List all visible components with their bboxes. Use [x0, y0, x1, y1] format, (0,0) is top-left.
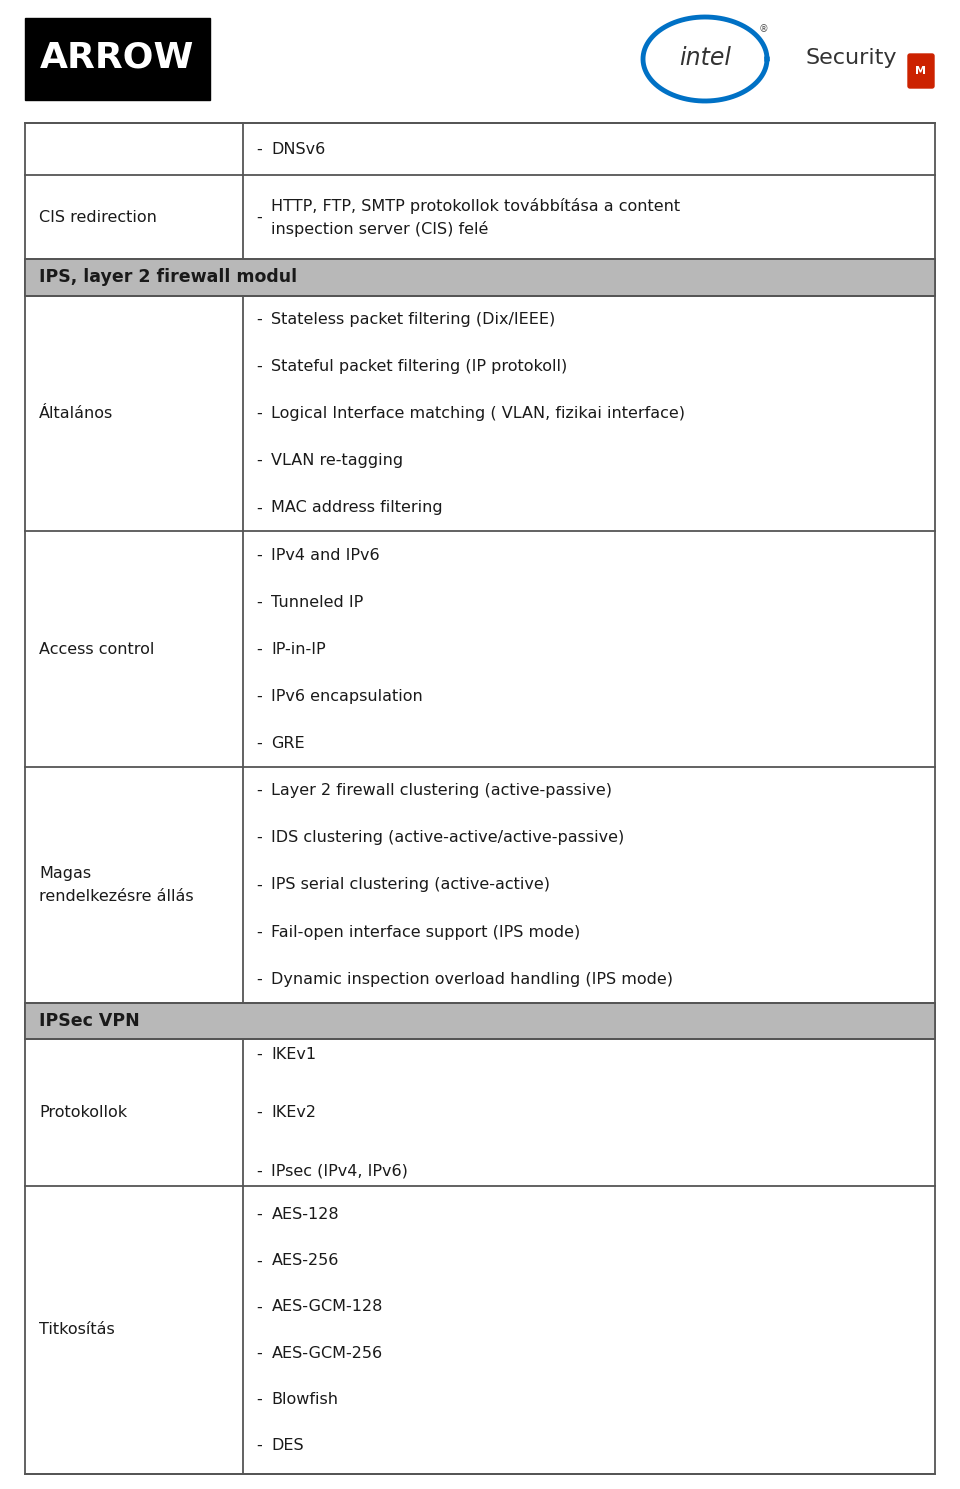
Text: IDS clustering (active-active/active-passive): IDS clustering (active-active/active-pas… [272, 831, 625, 846]
Text: -: - [256, 1164, 262, 1179]
Text: Layer 2 firewall clustering (active-passive): Layer 2 firewall clustering (active-pass… [272, 783, 612, 798]
Text: Logical Interface matching ( VLAN, fizikai interface): Logical Interface matching ( VLAN, fizik… [272, 406, 685, 421]
Text: -: - [256, 311, 262, 328]
Text: DNSv6: DNSv6 [272, 141, 325, 156]
Text: IP-in-IP: IP-in-IP [272, 642, 326, 657]
Text: Stateless packet filtering (Dix/IEEE): Stateless packet filtering (Dix/IEEE) [272, 311, 556, 328]
Text: ARROW: ARROW [40, 40, 195, 74]
Text: AES-GCM-128: AES-GCM-128 [272, 1300, 383, 1315]
Text: -: - [256, 1047, 262, 1062]
Text: ®: ® [758, 24, 768, 34]
Text: AES-128: AES-128 [272, 1208, 339, 1222]
Text: -: - [256, 925, 262, 940]
Text: -: - [256, 877, 262, 892]
Text: M: M [916, 66, 926, 76]
Text: HTTP, FTP, SMTP protokollok továbbítása a content
inspection server (CIS) felé: HTTP, FTP, SMTP protokollok továbbítása … [272, 198, 681, 237]
Text: IKEv2: IKEv2 [272, 1105, 317, 1120]
Text: -: - [256, 1208, 262, 1222]
Text: MAC address filtering: MAC address filtering [272, 500, 443, 515]
Text: -: - [256, 1254, 262, 1269]
Text: -: - [256, 406, 262, 421]
FancyBboxPatch shape [25, 259, 935, 296]
Text: VLAN re-tagging: VLAN re-tagging [272, 453, 403, 468]
Text: Dynamic inspection overload handling (IPS mode): Dynamic inspection overload handling (IP… [272, 972, 673, 987]
FancyBboxPatch shape [25, 18, 210, 100]
Text: IPS, layer 2 firewall modul: IPS, layer 2 firewall modul [39, 268, 298, 286]
Text: -: - [256, 594, 262, 609]
Text: IPS serial clustering (active-active): IPS serial clustering (active-active) [272, 877, 550, 892]
Text: -: - [256, 453, 262, 468]
FancyBboxPatch shape [25, 1002, 935, 1039]
Text: IPv6 encapsulation: IPv6 encapsulation [272, 689, 423, 704]
Text: CIS redirection: CIS redirection [39, 210, 156, 225]
Text: -: - [256, 1105, 262, 1120]
Text: -: - [256, 210, 262, 225]
Text: GRE: GRE [272, 736, 305, 750]
Text: -: - [256, 972, 262, 987]
Text: -: - [256, 359, 262, 374]
Text: Általános: Általános [39, 406, 113, 421]
Text: -: - [256, 1300, 262, 1315]
Text: IPsec (IPv4, IPv6): IPsec (IPv4, IPv6) [272, 1164, 408, 1179]
Text: Stateful packet filtering (IP protokoll): Stateful packet filtering (IP protokoll) [272, 359, 567, 374]
Text: -: - [256, 642, 262, 657]
Text: -: - [256, 736, 262, 750]
Text: Tunneled IP: Tunneled IP [272, 594, 364, 609]
Text: -: - [256, 1392, 262, 1407]
Text: AES-GCM-256: AES-GCM-256 [272, 1346, 382, 1361]
Text: Access control: Access control [39, 642, 155, 657]
Text: -: - [256, 141, 262, 156]
Text: -: - [256, 548, 262, 563]
Text: IPv4 and IPv6: IPv4 and IPv6 [272, 548, 380, 563]
Text: -: - [256, 1346, 262, 1361]
Text: DES: DES [272, 1438, 304, 1453]
Text: IKEv1: IKEv1 [272, 1047, 317, 1062]
FancyBboxPatch shape [908, 54, 934, 88]
Text: -: - [256, 831, 262, 846]
Text: Security: Security [805, 48, 897, 68]
FancyBboxPatch shape [25, 124, 935, 1474]
Text: -: - [256, 1438, 262, 1453]
Text: -: - [256, 783, 262, 798]
Text: Fail-open interface support (IPS mode): Fail-open interface support (IPS mode) [272, 925, 581, 940]
Text: Titkosítás: Titkosítás [39, 1322, 115, 1337]
Text: -: - [256, 500, 262, 515]
Text: -: - [256, 689, 262, 704]
Text: intel: intel [679, 46, 731, 70]
Text: Blowfish: Blowfish [272, 1392, 338, 1407]
Text: Magas
rendelkezésre állás: Magas rendelkezésre állás [39, 867, 194, 904]
Text: AES-256: AES-256 [272, 1254, 339, 1269]
Text: IPSec VPN: IPSec VPN [39, 1013, 140, 1030]
Text: Protokollok: Protokollok [39, 1105, 127, 1120]
